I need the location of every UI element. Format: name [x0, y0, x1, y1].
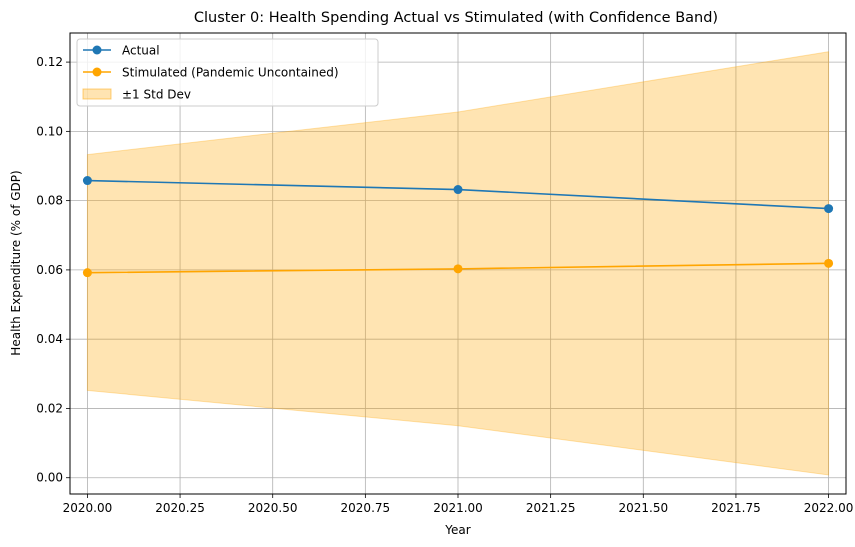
x-axis: 2020.00 2020.25 2020.50 2020.75 2021.00 2021.… [63, 494, 854, 515]
x-tick-label: 2021.25 [526, 501, 576, 515]
series-actual [82, 176, 834, 214]
chart-title: Cluster 0: Health Spending Actual vs Sti… [194, 10, 718, 26]
y-tick-label: 0.00 [36, 471, 63, 485]
plot-area [69, 32, 847, 495]
legend-marker [92, 67, 102, 77]
x-tick-label: 2022.00 [804, 501, 854, 515]
legend-label: Stimulated (Pandemic Uncontained) [122, 66, 339, 80]
y-axis-label: Health Expenditure (% of GDP) [9, 170, 23, 355]
legend: Actual Stimulated (Pandemic Uncontained) ±… [76, 38, 379, 107]
x-tick-label: 2020.50 [248, 501, 298, 515]
x-tick-label: 2021.50 [618, 501, 668, 515]
x-axis-label: Year [444, 523, 470, 537]
legend-label: ±1 Std Dev [122, 88, 191, 102]
legend-label: Actual [122, 44, 160, 58]
y-tick-label: 0.12 [36, 55, 63, 69]
series-layer [82, 176, 834, 278]
data-point [82, 268, 92, 278]
data-point [824, 204, 834, 214]
data-point [82, 176, 92, 186]
x-tick-label: 2020.25 [155, 501, 205, 515]
x-tick-label: 2021.00 [433, 501, 483, 515]
y-tick-label: 0.08 [36, 194, 63, 208]
confidence-band-layer [86, 51, 830, 476]
x-tick-label: 2020.00 [63, 501, 113, 515]
y-tick-label: 0.06 [36, 263, 63, 277]
legend-box [76, 38, 379, 107]
data-point [453, 185, 463, 195]
data-point [453, 264, 463, 274]
y-tick-label: 0.04 [36, 332, 63, 346]
x-tick-label: 2020.75 [341, 501, 391, 515]
series-stimulated [82, 258, 834, 278]
y-tick-label: 0.10 [36, 124, 63, 138]
confidence-band [86, 51, 830, 476]
legend-marker [92, 45, 102, 55]
x-tick-label: 2021.75 [711, 501, 761, 515]
data-point [824, 258, 834, 268]
legend-band-swatch [82, 88, 112, 100]
y-tick-label: 0.02 [36, 401, 63, 415]
y-axis: 0.00 0.02 0.04 0.06 0.08 0.10 0.12 [36, 55, 70, 485]
